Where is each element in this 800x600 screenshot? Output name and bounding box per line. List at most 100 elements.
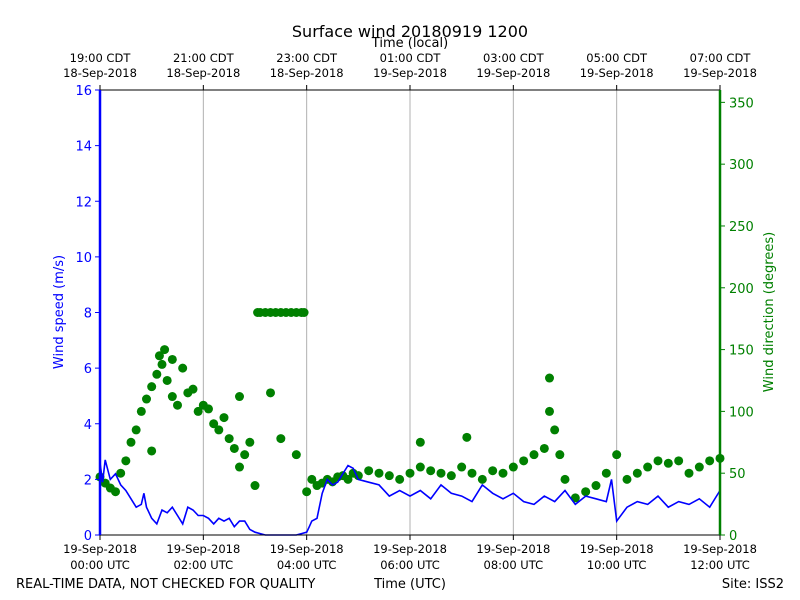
wind-direction-point <box>653 456 663 466</box>
wind-direction-point <box>415 462 425 472</box>
wind-direction-point <box>555 450 565 460</box>
wind-direction-point <box>240 450 250 460</box>
wind-direction-point <box>415 437 425 447</box>
wind-direction-point <box>193 406 203 416</box>
footer-quality-note: REAL-TIME DATA, NOT CHECKED FOR QUALITY <box>16 577 315 592</box>
wind-direction-point <box>235 462 244 472</box>
left-tick-label: 16 <box>75 84 92 99</box>
left-tick-label: 4 <box>84 418 92 433</box>
footer-site-label: Site: ISS2 <box>722 577 784 592</box>
top-tick-date: 19-Sep-2018 <box>683 66 757 80</box>
right-tick-label: 0 <box>729 529 737 544</box>
wind-direction-point <box>116 468 126 478</box>
wind-direction-point <box>446 471 456 481</box>
wind-direction-point <box>266 388 275 398</box>
top-tick-date: 19-Sep-2018 <box>580 66 654 80</box>
wind-direction-point <box>302 487 312 497</box>
top-tick-date: 18-Sep-2018 <box>270 66 344 80</box>
wind-direction-point <box>142 394 151 404</box>
bottom-tick-time: 10:00 UTC <box>587 558 647 572</box>
wind-direction-point <box>214 425 224 435</box>
right-tick-label: 100 <box>729 405 754 420</box>
wind-direction-point <box>204 404 213 414</box>
top-tick-date: 18-Sep-2018 <box>166 66 240 80</box>
wind-direction-point <box>167 354 177 364</box>
wind-direction-point <box>591 481 601 491</box>
wind-direction-point <box>529 450 539 460</box>
top-tick-time: 21:00 CDT <box>173 51 235 65</box>
wind-direction-point <box>250 481 260 491</box>
wind-direction-point <box>229 443 239 453</box>
wind-direction-point <box>157 359 167 369</box>
bottom-tick-date: 19-Sep-2018 <box>63 542 137 556</box>
wind-direction-point <box>539 443 549 453</box>
left-axis-ticks: 0 2 4 6 8 10 12 14 16 <box>75 84 100 544</box>
wind-direction-point <box>245 437 255 447</box>
left-axis-label: Wind speed (m/s) <box>52 255 67 369</box>
wind-direction-point <box>343 474 353 484</box>
wind-direction-point <box>457 462 467 472</box>
wind-direction-point <box>477 474 487 484</box>
wind-direction-point <box>224 434 234 444</box>
wind-direction-point <box>307 474 317 484</box>
wind-direction-point <box>173 400 182 410</box>
bottom-tick-date: 19-Sep-2018 <box>683 542 757 556</box>
wind-direction-point <box>674 456 684 466</box>
bottom-tick-time: 06:00 UTC <box>380 558 440 572</box>
right-tick-label: 350 <box>729 96 754 111</box>
wind-direction-point <box>162 375 172 385</box>
wind-direction-point <box>663 458 673 468</box>
wind-direction-point <box>705 456 715 466</box>
wind-direction-point <box>519 456 529 466</box>
wind-direction-point <box>154 351 164 361</box>
wind-direction-point <box>160 345 170 355</box>
wind-direction-point <box>188 384 198 394</box>
top-tick-time: 07:00 CDT <box>690 51 752 65</box>
bottom-tick-time: 02:00 UTC <box>174 558 234 572</box>
left-tick-label: 14 <box>75 140 92 155</box>
wind-direction-point <box>632 468 642 478</box>
bottom-axis-label: Time (UTC) <box>373 577 446 592</box>
right-axis-label: Wind direction (degrees) <box>762 232 777 392</box>
bottom-tick-date: 19-Sep-2018 <box>166 542 240 556</box>
top-tick-time: 23:00 CDT <box>276 51 338 65</box>
wind-direction-point <box>291 450 301 460</box>
wind-direction-point <box>436 468 446 478</box>
wind-direction-point <box>219 413 229 423</box>
wind-direction-point <box>136 406 146 416</box>
top-tick-date: 18-Sep-2018 <box>63 66 137 80</box>
bottom-tick-time: 12:00 UTC <box>690 558 750 572</box>
wind-direction-point <box>462 432 472 442</box>
wind-direction-point <box>364 466 374 476</box>
wind-direction-point <box>147 382 157 392</box>
wind-direction-extra-points <box>147 354 554 460</box>
bottom-axis-ticks: 19-Sep-2018 00:00 UTC 19-Sep-2018 02:00 UTC… <box>63 535 757 572</box>
wind-direction-point <box>694 462 704 472</box>
top-tick-time: 03:00 CDT <box>483 51 545 65</box>
wind-direction-point <box>612 450 622 460</box>
bottom-tick-date: 19-Sep-2018 <box>580 542 654 556</box>
wind-direction-point <box>498 468 508 478</box>
bottom-tick-date: 19-Sep-2018 <box>270 542 344 556</box>
wind-direction-point <box>209 419 219 429</box>
top-tick-date: 19-Sep-2018 <box>476 66 550 80</box>
bottom-tick-time: 00:00 UTC <box>70 558 130 572</box>
wind-direction-point <box>374 468 384 478</box>
wind-direction-point <box>550 425 560 435</box>
wind-direction-point <box>467 468 477 478</box>
wind-direction-point <box>643 462 653 472</box>
right-axis-ticks: 0 50 100 150 200 250 300 350 <box>720 96 754 544</box>
wind-direction-point <box>560 474 570 484</box>
left-tick-label: 12 <box>75 195 92 210</box>
wind-direction-point <box>488 466 498 476</box>
bottom-tick-time: 04:00 UTC <box>277 558 337 572</box>
wind-direction-point <box>152 369 162 379</box>
right-tick-label: 150 <box>729 344 754 359</box>
wind-direction-point <box>405 468 415 478</box>
wind-direction-point <box>545 373 554 383</box>
wind-direction-point <box>147 446 157 456</box>
wind-speed-line <box>99 459 721 536</box>
top-tick-time: 19:00 CDT <box>70 51 132 65</box>
wind-direction-point <box>545 406 554 416</box>
